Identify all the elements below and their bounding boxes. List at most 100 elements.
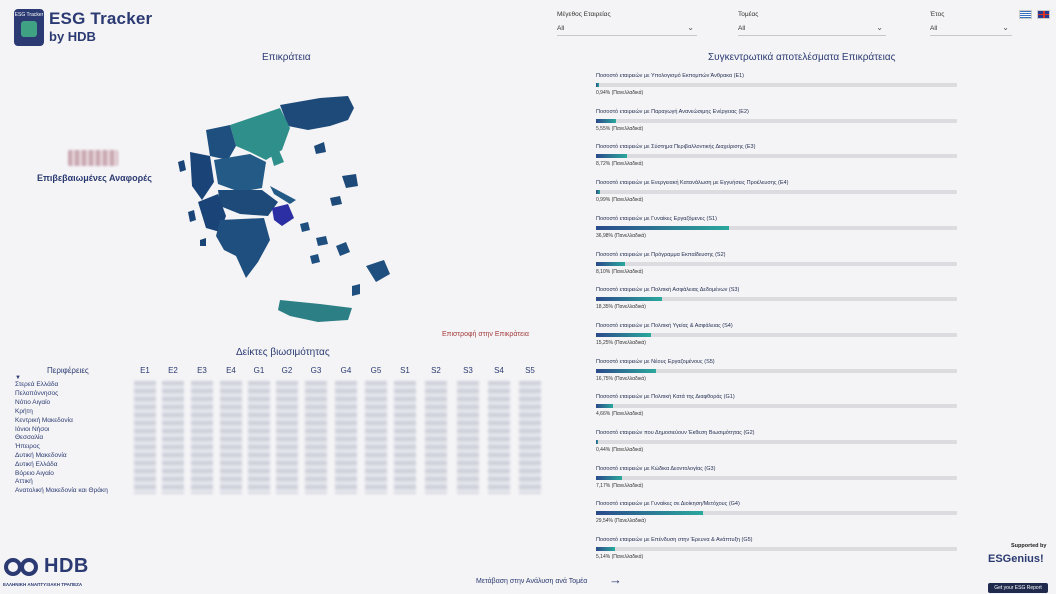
kpi-title: Ποσοστό εταιρειών με Γυναίκες σε Διοίκησ… [596,501,740,508]
column-header-S5[interactable]: S5 [525,366,535,375]
sector-filter[interactable]: Τομέας All ⌄ [738,11,886,36]
kpi-progress-bar [596,511,957,516]
blurred-data-column [394,381,416,494]
column-header-G3[interactable]: G3 [310,366,322,375]
map-region-evia[interactable] [270,186,296,204]
kpi-value: 0,94% (Πανελλαδικά) [596,90,644,96]
filter-label: Τομέας [738,11,759,18]
map-region-thessaly[interactable] [214,154,266,192]
greece-map[interactable] [170,90,410,330]
map-region-peloponnese[interactable] [216,218,270,278]
column-header-G1[interactable]: G1 [253,366,265,375]
sort-descending-icon[interactable]: ▼ [15,375,21,381]
filter-select[interactable]: All ⌄ [930,22,1012,36]
verified-reports-label: Επιβεβαιωμένες Αναφορές [37,173,152,183]
kpi-row: Ποσοστό εταιρειών με Παραγωγή Ανανεώσιμη… [596,109,957,132]
year-filter[interactable]: Έτος All ⌄ [930,11,1012,36]
kpi-progress-bar [596,475,957,480]
uk-flag-icon[interactable] [1037,10,1050,19]
table-row-label: Ανατολική Μακεδονία και Θράκη [15,487,108,494]
kpi-title: Ποσοστό εταιρειών με Πρόγραμμα Εκπαίδευσ… [596,251,726,258]
column-header-G5[interactable]: G5 [370,366,382,375]
map-region-central-macedonia[interactable] [230,108,290,160]
filter-select[interactable]: All ⌄ [557,22,697,36]
kpi-progress-bar [596,190,957,195]
kpi-progress-fill [596,511,703,516]
map-region-halkidiki[interactable] [270,148,284,166]
arrow-right-icon[interactable]: → [609,572,622,587]
map-region-sterea-ellada[interactable] [218,190,278,216]
kpi-progress-bar [596,440,957,444]
brand-title: ESG Tracker [49,9,153,28]
company-size-filter[interactable]: Μέγεθος Εταιρείας All ⌄ [557,11,697,36]
esg-tracker-logo: ESG Tracker [14,9,44,46]
kpi-row: Ποσοστό εταιρειών που Δημοσιεύουν Έκθεση… [596,430,957,453]
aggregate-title: Συγκεντρωτικά αποτελέσματα Επικράτειας [708,52,896,63]
logo-text: ESG Tracker [14,12,44,18]
column-header-E1[interactable]: E1 [140,366,150,375]
kpi-progress-bar [596,404,957,409]
column-header-E4[interactable]: E4 [226,366,236,375]
map-region-west-macedonia[interactable] [206,125,236,160]
chevron-down-icon: ⌄ [687,23,694,32]
column-header-G4[interactable]: G4 [340,366,352,375]
table-row-label: Ιόνιοι Νήσοι [15,426,50,433]
esgenius-logo: ESGenius! [988,553,1046,575]
column-header-S3[interactable]: S3 [463,366,473,375]
column-header-E2[interactable]: E2 [168,366,178,375]
blurred-data-column [276,381,298,494]
table-row-label: Βόρειο Αιγαίο [15,470,54,477]
map-region-north-aegean[interactable] [314,142,358,206]
column-header-S4[interactable]: S4 [494,366,504,375]
column-header-G2[interactable]: G2 [281,366,293,375]
map-region-attica[interactable] [272,204,294,226]
leaf-icon [21,21,37,37]
kpi-row: Ποσοστό εταιρειών με Κώδικα Δεοντολογίας… [596,466,957,489]
kpi-row: Ποσοστό εταιρειών με Σύστημα Περιβαλλοντ… [596,144,957,167]
blurred-data-column [519,381,541,494]
blurred-data-column [457,381,479,494]
column-header-S1[interactable]: S1 [400,366,410,375]
table-row-label: Στερεά Ελλάδα [15,381,59,388]
kpi-row: Ποσοστό εταιρειών με Επένδυση στην Έρευν… [596,537,957,560]
kpi-progress-fill [596,154,628,159]
filter-value: All [738,25,746,32]
table-row-label: Αττική [15,478,33,485]
greek-flag-icon[interactable] [1019,10,1032,19]
blurred-data-column [335,381,357,494]
blurred-data-column [365,381,387,494]
map-region-crete[interactable] [278,300,352,322]
map-region-epirus[interactable] [190,152,214,200]
map-region-east-macedonia-thrace[interactable] [280,96,354,130]
kpi-title: Ποσοστό εταιρειών με Κώδικα Δεοντολογίας… [596,465,716,472]
blurred-data-column [425,381,447,494]
get-esg-report-button[interactable]: Get your ESG Report [988,583,1048,593]
column-header-S2[interactable]: S2 [431,366,441,375]
filter-select[interactable]: All ⌄ [738,22,886,36]
table-row-label: Ήπειρος [15,443,40,450]
blurred-data-column [488,381,510,494]
table-row-label: Δυτική Ελλάδα [15,461,58,468]
map-region-ionian-islands[interactable] [178,160,206,246]
map-region-west-greece[interactable] [198,194,226,232]
kpi-value: 0,99% (Πανελλαδικά) [596,197,644,204]
kpi-title: Ποσοστό εταιρειών με Ενεργειακή Κατανάλω… [596,180,789,187]
kpi-progress-bar [596,297,957,302]
brand-subtitle: by HDB [49,29,96,44]
hdb-rings-icon [4,556,44,578]
table-row-label: Θεσσαλία [15,434,44,441]
filter-label: Έτος [930,11,945,18]
kpi-row: Ποσοστό εταιρειών με Γυναίκες Εργαζόμενε… [596,216,957,239]
kpi-title: Ποσοστό εταιρειών με Πολιτική Ασφάλειας … [596,287,740,294]
filter-value: All [930,25,938,32]
regions-header[interactable]: Περιφέρειες [47,366,89,375]
map-region-south-aegean[interactable] [300,222,390,296]
blurred-data-column [191,381,213,494]
sector-analysis-link[interactable]: Μετάβαση στην Ανάλυση ανά Τομέα [476,578,588,585]
kpi-value: 18,35% (Πανελλαδικά) [596,304,646,311]
return-to-territory-link[interactable]: Επιστροφή στην Επικράτεια [442,331,529,338]
filter-label: Μέγεθος Εταιρείας [557,11,611,18]
column-header-E3[interactable]: E3 [197,366,207,375]
kpi-progress-fill [596,368,657,373]
kpi-progress-bar [596,83,957,87]
